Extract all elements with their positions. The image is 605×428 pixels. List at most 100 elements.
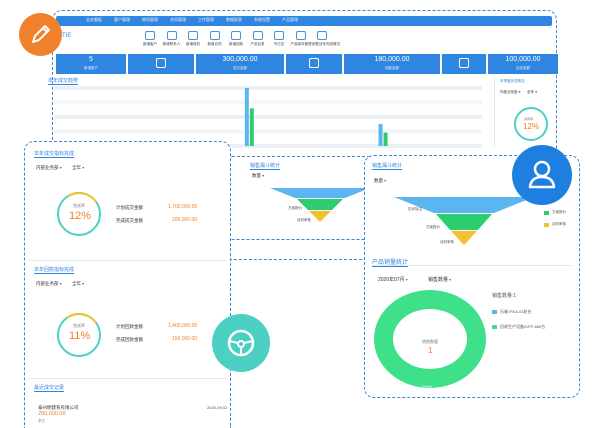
trend-bar[interactable] [383,132,388,146]
toolbar-shortcut[interactable]: 销售目标完成情况 [312,31,340,47]
user-plus-icon [145,31,155,40]
recent-deal-company[interactable]: 泰州明建系有限公司 [38,405,79,410]
sec1-period-select[interactable]: 全年 [72,165,84,171]
sec2-done-label: 完成回款金额 [116,337,143,342]
toolbar-shortcut-label: 销售目标完成情况 [312,42,340,46]
toolbar-shortcut[interactable]: 新增客户 [140,31,160,47]
stat-image-tile[interactable] [128,54,194,74]
stat-new-customers[interactable]: 5 新增客户 [56,54,126,74]
nav-item[interactable]: 数据报表 [226,17,242,22]
gridline-band [54,100,482,105]
stat-payment-amount[interactable]: 180,000.00 回款金额 [344,54,440,74]
sec2-ring-label: 完成率 [73,323,85,328]
wheel-badge[interactable] [212,314,270,372]
toolbar-shortcut[interactable]: 产品库存管理 [291,31,312,47]
nav-item[interactable]: 业务看板 [86,17,102,22]
nav-item[interactable]: 产品管理 [282,17,298,22]
product-legend-item-2: 回收生产设备/DPF-680台 [500,324,546,329]
right-funnel-label-2: 方案报价 [426,225,440,229]
gridline-band [54,129,482,134]
pencil-icon [32,25,50,43]
app-logo: TIE [62,33,72,39]
stat-label: 回款金额 [385,66,399,70]
right-mini-ring-label: 完成率 [524,117,534,121]
right-mini-panel [494,77,555,147]
sec2-scope-select[interactable]: 内部业务部 [36,281,62,287]
trend-bar[interactable] [244,88,249,146]
nav-item[interactable]: 工作管理 [198,17,214,22]
trend-bar[interactable] [249,108,254,146]
doc-check-icon [309,58,319,68]
target-icon [317,31,327,40]
middle-funnel-stage-2 [297,199,343,210]
month-select[interactable]: 2020年07月 [378,276,408,283]
catalog-icon [252,31,263,40]
sec3-title: 最近成交记录 [34,385,65,392]
toolbar-shortcut-label: 产品目录 [250,42,265,46]
toolbar-shortcut-label: 新增联系人 [162,42,181,46]
toolbar-shortcut-label: 写日志 [273,42,285,46]
contract-icon [209,31,220,40]
recent-deal-person: 李文 [38,419,45,423]
sec2-period-select[interactable]: 全年 [72,281,84,287]
product-legend-item-1: 乐福 iFEA-01轮台 [500,309,532,314]
product-legend-title: 销售数量:1 [492,293,517,299]
gridline-band [54,86,482,90]
user-badge[interactable] [512,145,572,205]
sec1-ring-label: 完成率 [73,203,85,208]
toolbar-shortcut-label: 新增客户 [143,42,157,46]
legend-swatch-yellow [544,223,549,227]
toolbar-shortcut[interactable]: 新增回款 [226,31,246,47]
legend-swatch-green [544,211,549,215]
donut-center-label: 销售数量 [422,339,438,344]
nav-item[interactable]: 商机管理 [142,17,158,22]
stat-receivable-amount[interactable]: 100,000.00 应收金额 [488,54,558,74]
toolbar-shortcut[interactable]: 写日志 [269,31,289,47]
metric-select[interactable]: 销售数量 [428,276,451,283]
toolbar-shortcut-label: 新增商机 [186,42,200,46]
stat-label: 新增客户 [84,66,98,70]
middle-funnel-label-2: 方案报价 [288,206,302,210]
right-card-select[interactable]: 数量 [374,178,386,184]
toolbar-shortcut[interactable]: 产品目录 [248,31,268,47]
toolbar-shortcut[interactable]: 新增合同 [205,31,225,47]
middle-card-select[interactable]: 数量 [252,173,264,179]
nav-item[interactable]: 客户管理 [114,17,130,22]
stat-label: 成交金额 [233,66,247,70]
funnel-legend-1: 方案报价 [552,210,566,214]
gridline-band [54,144,482,148]
right-card-title: 销售漏斗统计 [372,163,403,170]
edit-badge[interactable] [19,13,62,56]
right-funnel-label-3: 谈判审核 [440,240,454,244]
toolbar-shortcut[interactable]: 新增联系人 [162,31,182,47]
middle-funnel-stage-1 [270,188,370,198]
right-funnel-stage-3 [451,231,477,245]
nav-item[interactable]: 系统设置 [254,17,270,22]
contact-icon [166,31,177,40]
right-mini-period-select[interactable]: 全年 [527,89,537,95]
donut-percent-label: 100% [422,384,433,389]
stat-value: 300,000.00 [222,56,258,63]
sec1-scope-select[interactable]: 内部业务部 [36,165,62,171]
sec2-plan-label: 计划回款金额 [116,324,143,329]
funnel-legend-2: 谈判审核 [552,222,566,226]
sec1-plan-label: 计划成交金额 [116,205,143,210]
toolbar-shortcut[interactable]: 新增商机 [183,31,203,47]
right-funnel-label-1: 初步接洽 [408,207,422,211]
trend-bar[interactable] [378,123,383,146]
right-mini-scope-select[interactable]: 内部业务部 [500,89,521,95]
stat-doc-tile[interactable] [286,54,342,74]
sec2-percent: 11% [69,330,91,342]
toolbar-shortcut-label: 新增回款 [229,42,243,46]
right-mini-percent: 12% [523,122,540,131]
stat-value: 5 [89,56,93,63]
gridline-band [54,115,482,119]
right-funnel-chart [394,197,534,245]
inventory-icon [295,31,306,40]
right-mini-title: 本季度完成情况 [500,79,525,83]
stat-deal-amount[interactable]: 300,000.00 成交金额 [196,54,284,74]
trend-bar-chart [54,86,482,148]
stat-yen-tile[interactable] [442,54,486,74]
nav-item[interactable]: 合同管理 [170,17,186,22]
steering-wheel-icon [227,329,255,357]
